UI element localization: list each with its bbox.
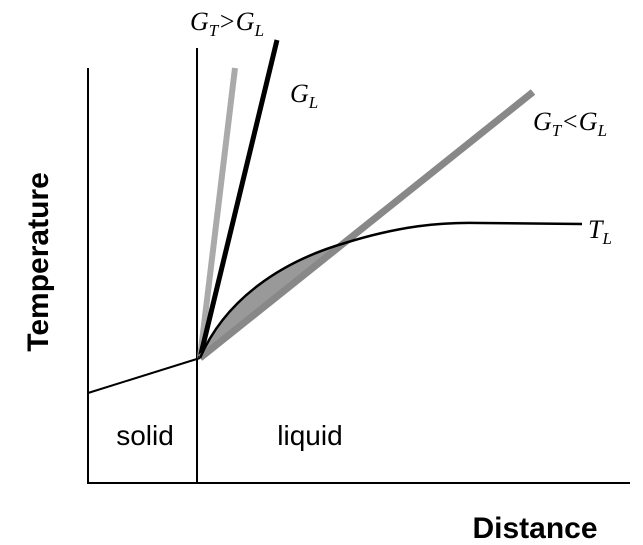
gradient-shallow bbox=[197, 89, 536, 361]
liquidus-curve bbox=[198, 221, 583, 359]
label-text: <G bbox=[561, 107, 598, 136]
label-text: >G bbox=[218, 7, 255, 36]
label-text: G bbox=[533, 107, 552, 136]
label-text: G bbox=[190, 7, 209, 36]
curve-label: GT<GL bbox=[533, 107, 607, 140]
curve-label: GL bbox=[290, 79, 318, 112]
curve-label: TL bbox=[588, 215, 612, 248]
solid-temperature bbox=[87, 357, 201, 394]
curve-label: GT>GL bbox=[190, 7, 264, 40]
subscript: T bbox=[209, 21, 220, 40]
subscript: L bbox=[597, 121, 607, 140]
gradient-gl bbox=[197, 39, 280, 359]
y-axis-label: Temperature bbox=[22, 172, 55, 352]
subscript: L bbox=[601, 229, 611, 248]
gradient-steep bbox=[197, 67, 238, 359]
subscript: L bbox=[254, 21, 264, 40]
label-text: G bbox=[290, 79, 309, 108]
subscript: L bbox=[308, 93, 318, 112]
label-text: T bbox=[588, 215, 604, 244]
subscript: T bbox=[552, 121, 563, 140]
liquid-label: liquid bbox=[277, 420, 342, 451]
solid-label: solid bbox=[116, 420, 174, 451]
x-axis-label: Distance bbox=[472, 512, 597, 545]
